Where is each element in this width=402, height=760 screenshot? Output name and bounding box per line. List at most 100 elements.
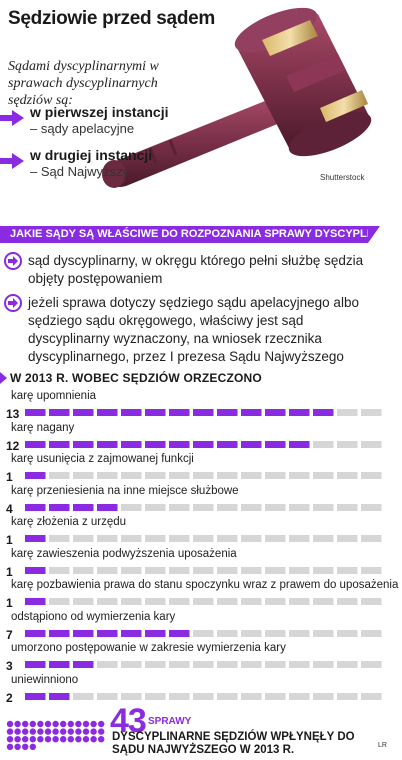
bar-cell-filled (73, 629, 94, 637)
bar-cell-empty (121, 566, 142, 574)
instance-head: w drugiej instancji (30, 147, 153, 163)
bar-cell-empty (289, 566, 310, 574)
banner-corner (368, 226, 380, 243)
bar-cell-empty (337, 692, 358, 700)
bar-cell-filled (265, 440, 286, 448)
value-label: 1 (6, 564, 13, 579)
bar-cell-filled (73, 661, 94, 668)
case-dot (52, 736, 59, 743)
bar-cell-empty (169, 692, 190, 700)
bar-cell-empty (337, 566, 358, 574)
bar-cell-empty (289, 661, 310, 668)
bar-track (25, 692, 382, 700)
case-dot (14, 720, 21, 728)
bar-cell-filled (193, 440, 214, 448)
bar-cell-filled (25, 440, 46, 448)
case-dot (75, 728, 82, 735)
category-label: uniewinniono (11, 673, 79, 686)
bar-cell-empty (145, 503, 166, 511)
category-label: umorzono postępowanie w zakresie wymierz… (11, 642, 286, 654)
bar-cell-filled (145, 409, 166, 416)
bar-cell-empty (337, 440, 358, 448)
bar-cell-filled (25, 629, 46, 637)
bar-track (25, 440, 382, 448)
instance-sub: – sądy apelacyjne (30, 121, 135, 136)
case-dot (98, 728, 105, 735)
bar-cell-empty (217, 629, 238, 637)
bar-cell-empty (361, 566, 382, 574)
bar-cell-empty (217, 661, 238, 668)
bar-cell-empty (97, 598, 118, 605)
bar-cell-empty (217, 692, 238, 700)
case-dot (98, 720, 105, 728)
section-heading-text: W 2013 R. WOBEC SĘDZIÓW ORZECZONO (10, 371, 262, 385)
case-dot (75, 736, 82, 743)
case-dot (6, 728, 14, 735)
value-label: 1 (6, 470, 13, 484)
bar-cell-empty (289, 692, 310, 700)
category-label: odstąpiono od wymierzenia kary (11, 610, 176, 623)
bar-cell-empty (49, 535, 70, 542)
bar-cell-empty (241, 692, 262, 700)
case-dot (29, 736, 36, 743)
bar-cell-filled (25, 598, 46, 605)
bar-cell-empty (121, 535, 142, 542)
bar-cell-empty (361, 661, 382, 668)
bar-cell-empty (313, 629, 334, 637)
bar-cell-empty (313, 692, 334, 700)
case-dot (37, 728, 44, 735)
bar-cell-empty (73, 472, 94, 479)
bar-cell-empty (217, 598, 238, 605)
bar-cell-empty (193, 472, 214, 479)
case-dot (37, 720, 44, 728)
bar-cell-empty (73, 566, 94, 574)
bar-cell-empty (169, 661, 190, 668)
case-dot (44, 720, 52, 728)
bar-cell-empty (265, 598, 286, 605)
bar-cell-empty (241, 472, 262, 479)
bar-cell-filled (169, 409, 190, 416)
bar-cell-empty (313, 598, 334, 605)
bar-cell-empty (313, 440, 334, 448)
bar-cell-empty (97, 661, 118, 668)
value-label: 1 (6, 596, 13, 610)
case-dot (67, 728, 74, 735)
case-dot (22, 720, 29, 728)
bar-cell-empty (193, 629, 214, 637)
case-dot (6, 720, 14, 728)
bar-cell-empty (361, 440, 382, 448)
bar-cell-filled (25, 503, 46, 511)
bar-track (25, 535, 382, 542)
bar-cell-filled (49, 692, 70, 700)
bar-cell-empty (145, 566, 166, 574)
page-title: Sędziowie przed sądem (8, 8, 215, 29)
bar-cell-empty (289, 472, 310, 479)
bar-cell-filled (49, 503, 70, 511)
bar-cell-empty (169, 598, 190, 605)
bar-cell-empty (169, 566, 190, 574)
bar-cell-filled (97, 409, 118, 416)
court-text: sąd dyscyplinarny, w okręgu którego pełn… (28, 253, 364, 286)
case-dot (37, 736, 44, 743)
bar-cell-empty (241, 598, 262, 605)
bar-cell-empty (169, 503, 190, 511)
bar-cell-empty (265, 472, 286, 479)
bar-cell-filled (289, 409, 310, 416)
case-dot (90, 728, 97, 735)
bar-cell-filled (121, 409, 142, 416)
bar-cell-empty (361, 409, 382, 416)
case-dot (90, 720, 97, 728)
value-label: 12 (6, 438, 20, 453)
bar-cell-empty (73, 535, 94, 542)
bar-cell-empty (361, 472, 382, 479)
bar-cell-empty (217, 472, 238, 479)
category-label: karę złożenia z urzędu (11, 516, 127, 528)
case-dot (67, 736, 74, 743)
bar-cell-filled (25, 472, 46, 479)
case-dot (22, 743, 29, 750)
bar-cell-filled (241, 440, 262, 448)
case-dot (60, 720, 67, 728)
bar-cell-empty (313, 661, 334, 668)
bar-cell-empty (193, 661, 214, 668)
circle-arrow-icon (4, 294, 22, 312)
